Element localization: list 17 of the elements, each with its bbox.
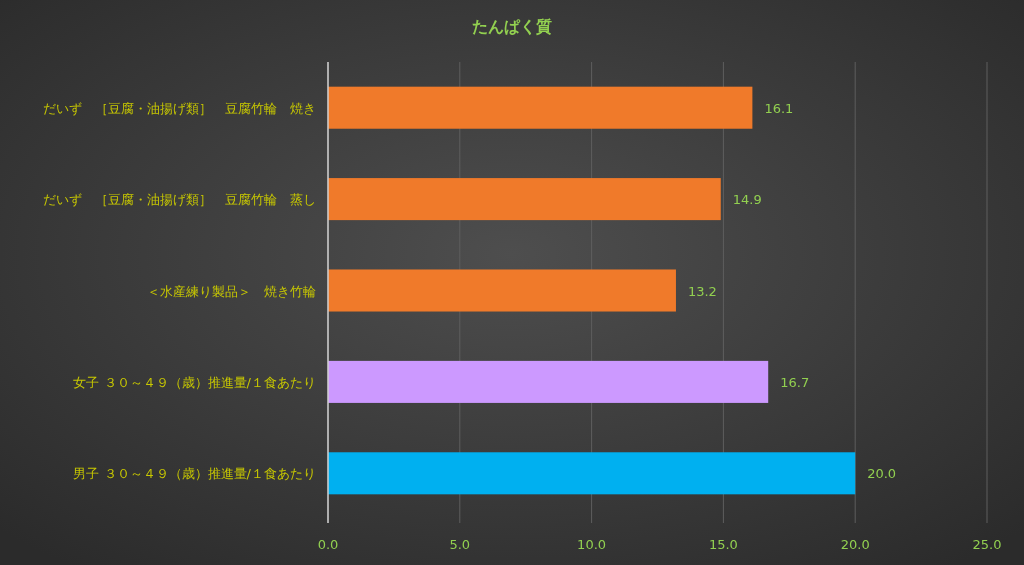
- data-label: 13.2: [687, 283, 717, 299]
- x-tick-label: 10.0: [577, 537, 607, 552]
- x-tick-label: 15.0: [708, 537, 738, 552]
- y-tick-label: 女子 ３０～４９（歳）推進量/１食あたり: [73, 374, 316, 390]
- x-tick-label: 25.0: [972, 537, 1002, 552]
- data-label: 20.0: [867, 466, 897, 482]
- data-label: 14.9: [732, 192, 762, 208]
- x-tick-label: 20.0: [840, 537, 870, 552]
- y-tick-label: 男子 ３０～４９（歳）推進量/１食あたり: [73, 466, 316, 482]
- y-tick-label: だいず ［豆腐・油揚げ類］ 豆腐竹輪 焼き: [43, 100, 316, 116]
- data-label: 16.7: [780, 374, 810, 390]
- x-tick-label: 5.0: [449, 537, 471, 552]
- chart-title: たんぱく質: [472, 17, 552, 36]
- y-tick-label: だいず ［豆腐・油揚げ類］ 豆腐竹輪 蒸し: [43, 192, 316, 208]
- x-tick-label: 0.0: [317, 537, 339, 552]
- data-label: 16.1: [764, 100, 794, 116]
- y-tick-label: ＜水産練り製品＞ 焼き竹輪: [147, 283, 316, 299]
